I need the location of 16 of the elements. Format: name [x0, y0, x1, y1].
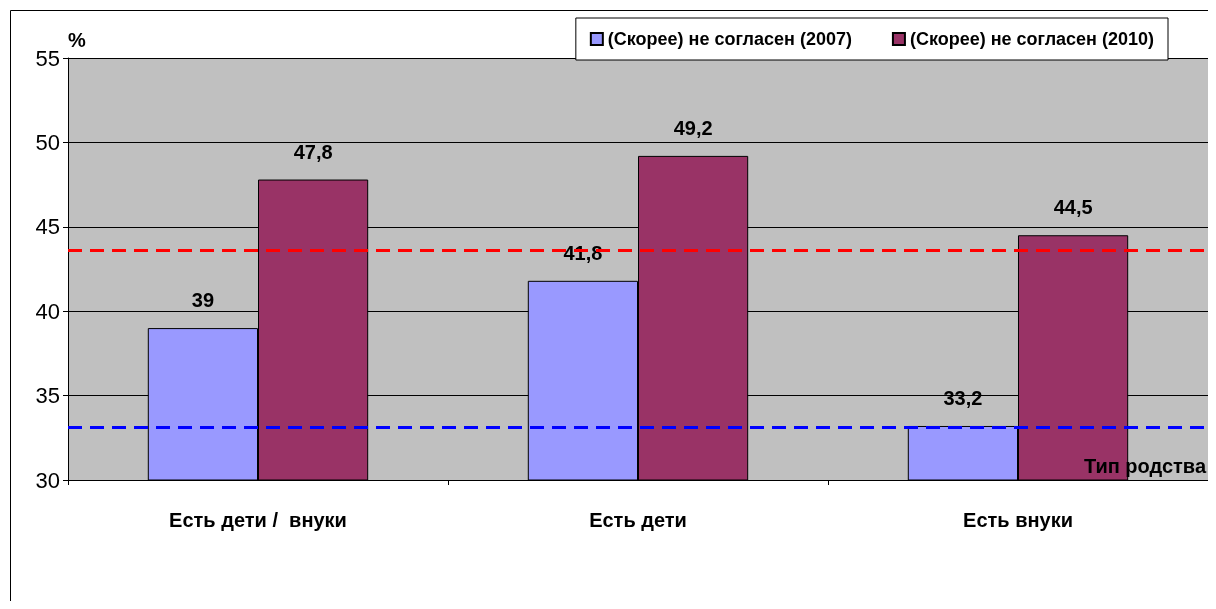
y-tick-label: 45: [35, 214, 60, 240]
x-tick-label: Есть дети / внуки: [169, 509, 347, 531]
y-tick-label: 50: [35, 129, 60, 155]
y-tick-label: 30: [35, 467, 60, 493]
data-label: 49,2: [673, 116, 713, 139]
y-axis-title: %: [68, 29, 86, 51]
data-label: 47,8: [293, 140, 333, 163]
y-tick-label: 35: [35, 383, 60, 409]
y-tick-label: 40: [35, 298, 60, 324]
x-tick-label: Есть дети: [589, 509, 687, 531]
legend-label: (Скорее) не согласен (2007): [607, 29, 852, 49]
data-label: 44,5: [1053, 196, 1093, 219]
y-tick-label: 55: [35, 45, 60, 71]
legend-label: (Скорее) не согласен (2010): [909, 29, 1155, 49]
data-label: 39: [191, 289, 215, 312]
x-tick-label: Есть внуки: [963, 509, 1073, 531]
